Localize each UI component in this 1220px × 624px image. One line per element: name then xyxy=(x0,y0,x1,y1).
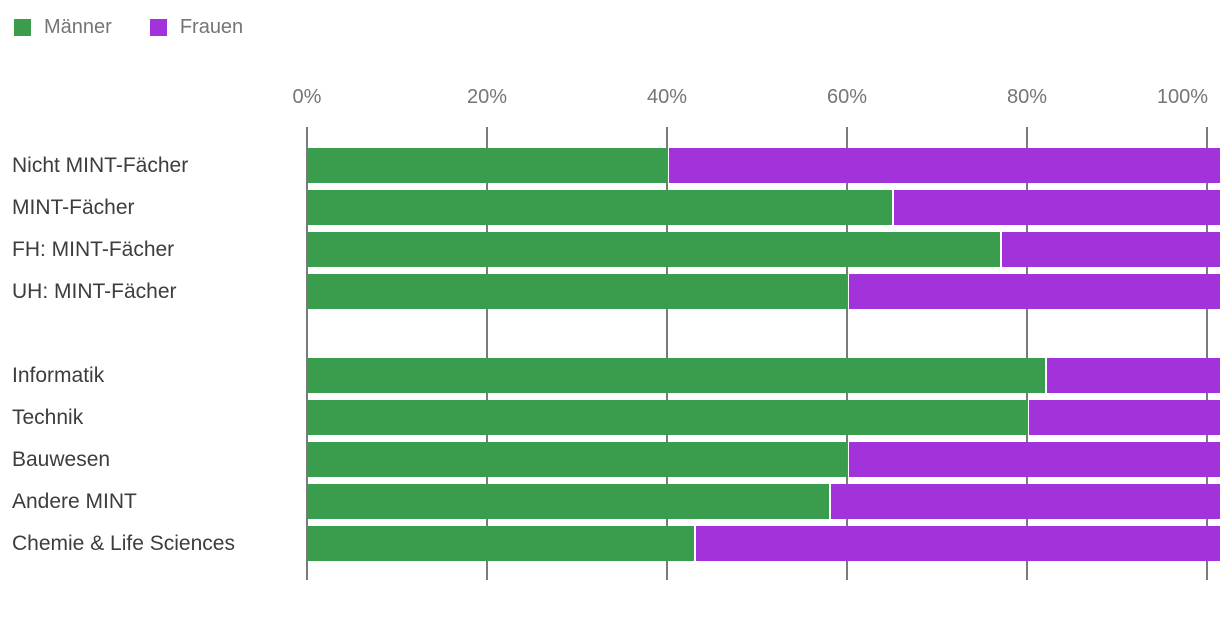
category-label: Andere MINT xyxy=(12,490,137,513)
bar-row xyxy=(307,148,1220,183)
bar-row xyxy=(307,442,1220,477)
bar-segment-maenner[interactable] xyxy=(307,400,1027,435)
legend-label-maenner: Männer xyxy=(44,16,112,38)
bar-segment-maenner[interactable] xyxy=(307,442,847,477)
gridline xyxy=(1206,127,1208,580)
gridline xyxy=(666,127,668,580)
maenner-swatch-icon xyxy=(14,19,31,36)
bar-row xyxy=(307,484,1220,519)
x-axis-tick-label: 100% xyxy=(1156,86,1208,108)
bar-segment-frauen[interactable] xyxy=(1029,400,1220,435)
bar-segment-frauen[interactable] xyxy=(849,274,1220,309)
x-axis-tick-label: 20% xyxy=(466,86,508,108)
bar-segment-frauen[interactable] xyxy=(1002,232,1220,267)
bar-segment-frauen[interactable] xyxy=(1047,358,1220,393)
frauen-swatch-icon xyxy=(149,19,167,36)
gridline xyxy=(846,127,848,580)
x-axis-tick-label: 0% xyxy=(292,86,322,108)
category-label: Nicht MINT-Fächer xyxy=(12,154,189,177)
legend-label-frauen: Frauen xyxy=(179,16,244,38)
gridline xyxy=(486,127,488,580)
bar-segment-frauen[interactable] xyxy=(831,484,1220,519)
bar-segment-maenner[interactable] xyxy=(307,148,667,183)
bar-row xyxy=(307,400,1220,435)
legend: Männer Frauen xyxy=(14,16,243,39)
category-label: FH: MINT-Fächer xyxy=(12,238,175,261)
legend-item-maenner[interactable]: Männer xyxy=(14,16,112,39)
plot-area xyxy=(306,127,1220,580)
category-label: Chemie & Life Sciences xyxy=(12,532,235,555)
bar-row xyxy=(307,526,1220,561)
category-label: Bauwesen xyxy=(12,448,111,471)
category-label: Informatik xyxy=(12,364,105,387)
bar-segment-maenner[interactable] xyxy=(307,526,694,561)
bar-row xyxy=(307,358,1220,393)
category-label: UH: MINT-Fächer xyxy=(12,280,177,303)
x-axis-tick-label: 60% xyxy=(826,86,868,108)
legend-item-frauen[interactable]: Frauen xyxy=(149,16,244,39)
bar-row xyxy=(307,274,1220,309)
bar-segment-frauen[interactable] xyxy=(696,526,1220,561)
bar-segment-maenner[interactable] xyxy=(307,274,847,309)
x-axis-tick-label: 80% xyxy=(1006,86,1048,108)
gridline xyxy=(306,127,308,580)
category-label: Technik xyxy=(12,406,84,429)
bar-segment-maenner[interactable] xyxy=(307,484,829,519)
bar-segment-maenner[interactable] xyxy=(307,232,1000,267)
x-axis-tick-label: 40% xyxy=(646,86,688,108)
bar-row xyxy=(307,190,1220,225)
bar-segment-frauen[interactable] xyxy=(894,190,1220,225)
bar-segment-maenner[interactable] xyxy=(307,190,892,225)
gridline xyxy=(1026,127,1028,580)
bar-row xyxy=(307,232,1220,267)
bar-segment-frauen[interactable] xyxy=(669,148,1220,183)
bar-segment-frauen[interactable] xyxy=(849,442,1220,477)
category-label: MINT-Fächer xyxy=(12,196,135,219)
bar-segment-maenner[interactable] xyxy=(307,358,1045,393)
